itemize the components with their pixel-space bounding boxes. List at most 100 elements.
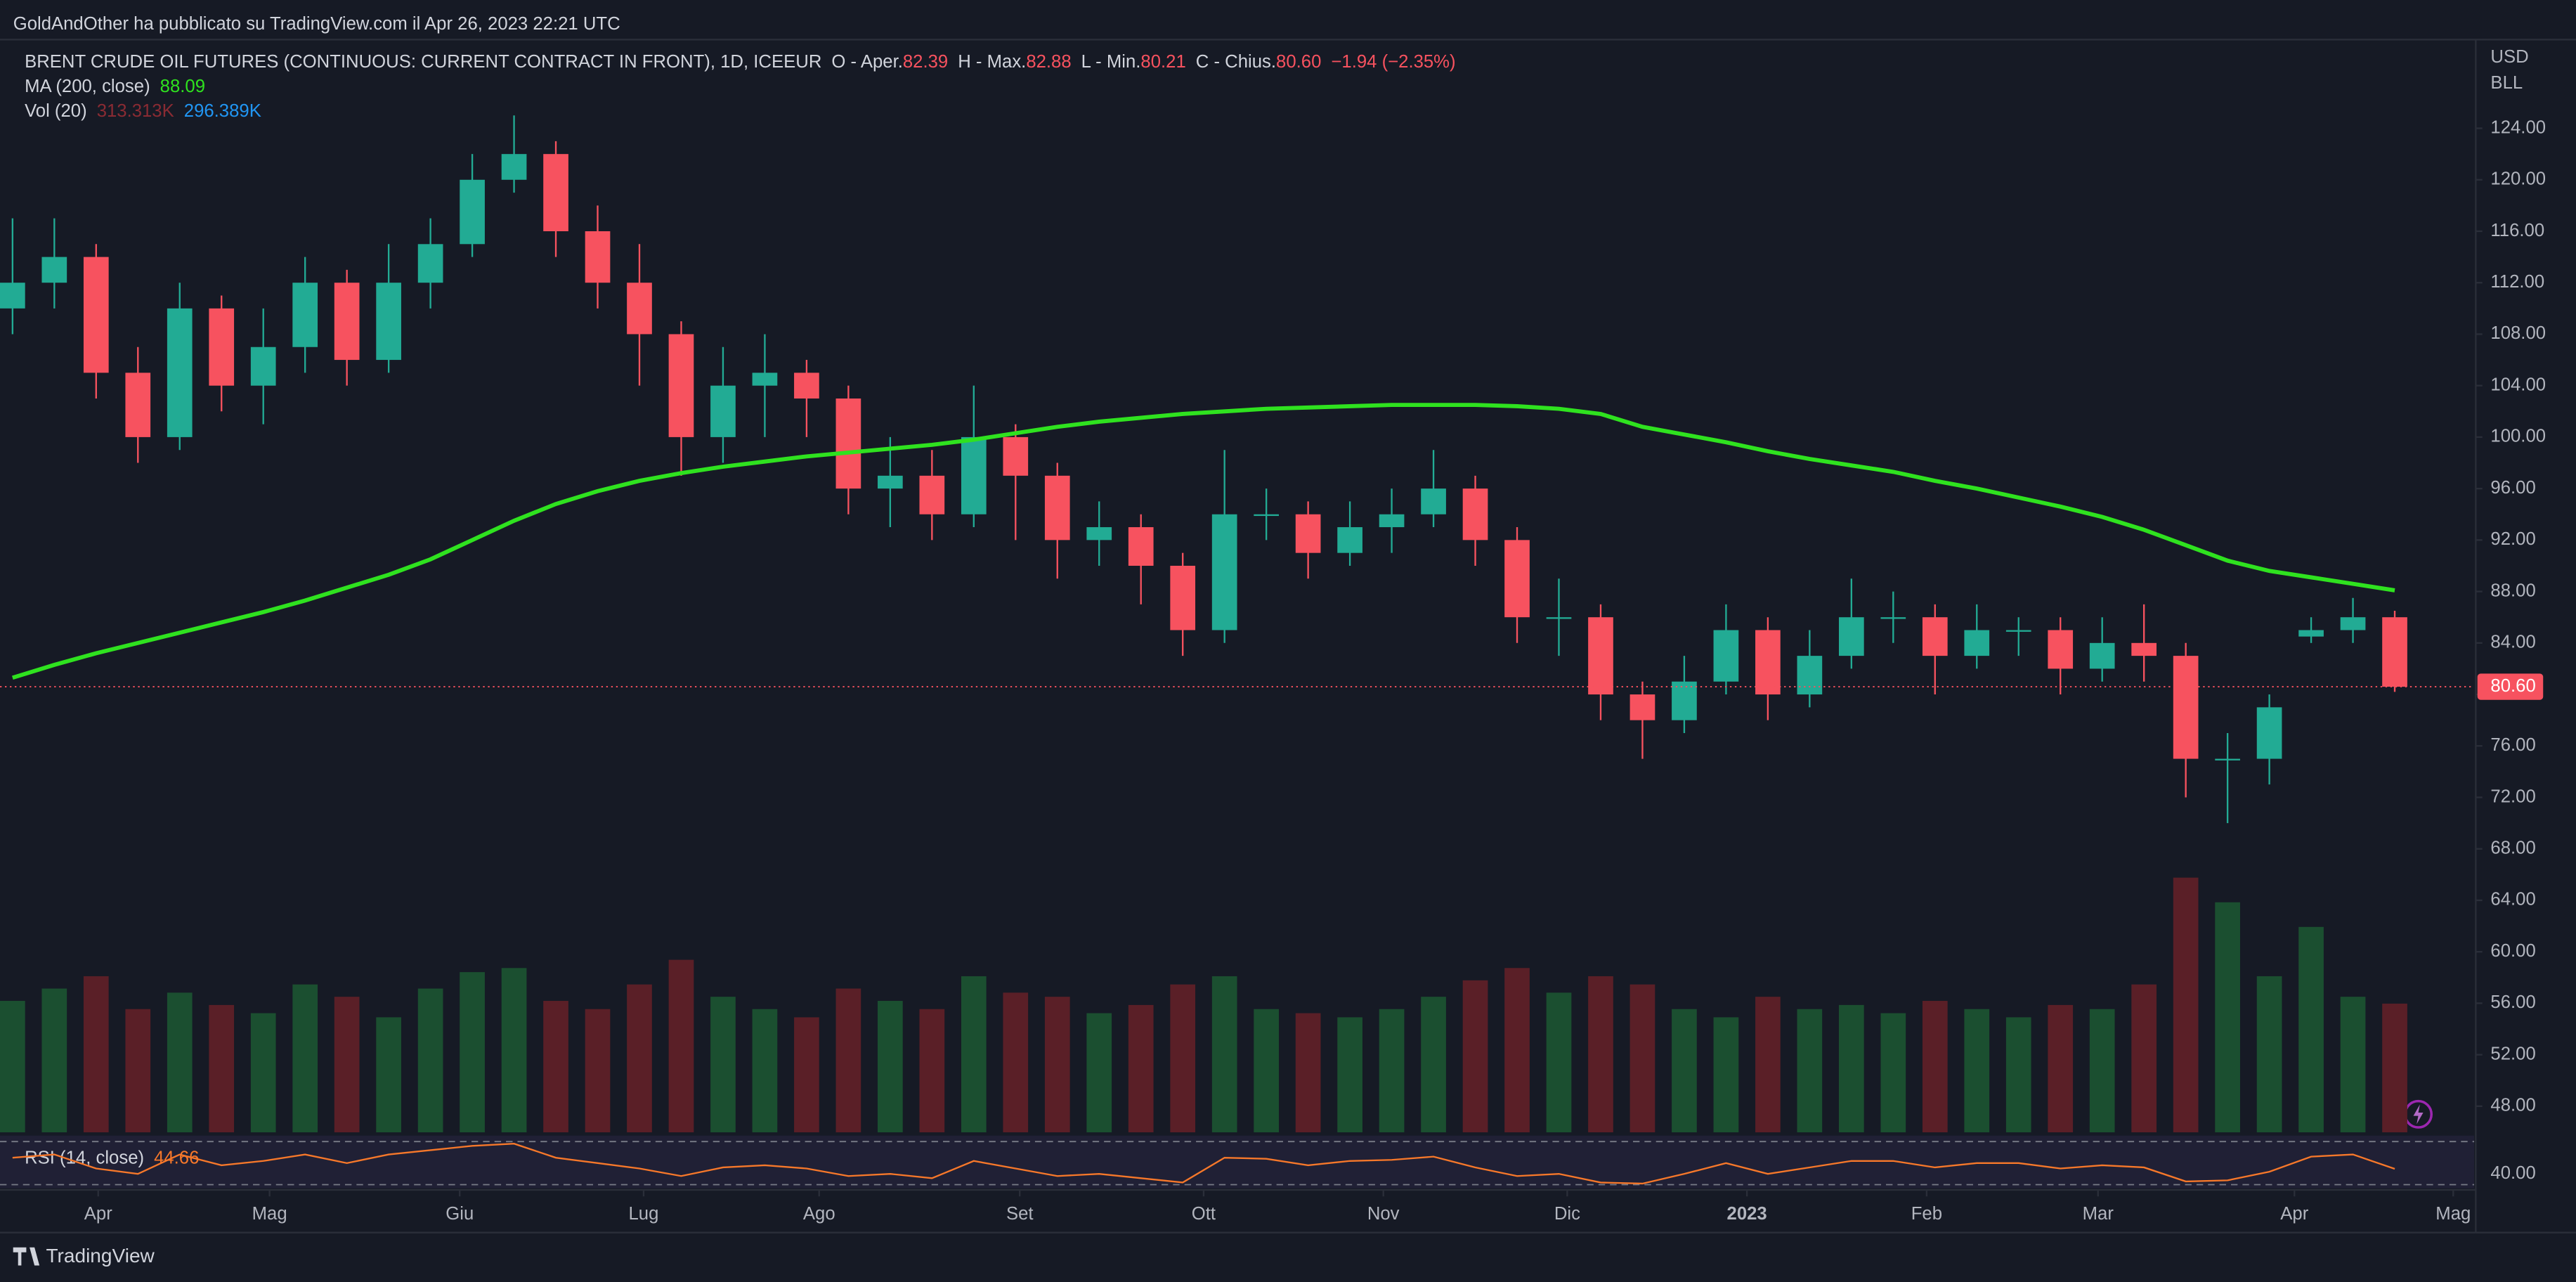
candle-body [752, 373, 778, 386]
candle-body [1838, 617, 1864, 656]
ma-name: MA (200, close) [25, 77, 150, 96]
x-tick-label: Mag [2435, 1204, 2471, 1224]
brand-name: TradingView [46, 1245, 155, 1267]
x-tick-label: Mag [252, 1204, 287, 1224]
vol-ma-value: 296.389K [184, 101, 261, 121]
volume-bar [1964, 1009, 1990, 1133]
y-tick-label: 108.00 [2490, 323, 2546, 343]
l-value: 80.21 [1140, 52, 1185, 72]
y-tick-label: 72.00 [2490, 786, 2535, 806]
y-tick-label: 84.00 [2490, 633, 2535, 652]
volume-bar [961, 976, 987, 1133]
volume-bar [1504, 968, 1530, 1133]
candle-body [878, 475, 903, 489]
volume-bar [2131, 984, 2157, 1133]
volume-bar [167, 992, 193, 1133]
volume-bar [376, 1017, 401, 1133]
ma-legend: MA (200, close) 88.09 [25, 77, 205, 96]
candle-body [2340, 617, 2366, 630]
candle-body [1588, 617, 1613, 695]
volume-bar [501, 968, 527, 1133]
volume-bar [1588, 976, 1613, 1133]
ma-value: 88.09 [160, 77, 205, 96]
candle-body [1044, 475, 1070, 540]
candle-body [2298, 630, 2324, 637]
candle-body [1003, 436, 1029, 476]
y-tick-label: 56.00 [2490, 992, 2535, 1012]
candle-body [2089, 642, 2115, 669]
volume-bar [1170, 984, 1196, 1133]
candle-body [1086, 527, 1112, 540]
candle-body [710, 385, 736, 437]
candle-body [2048, 630, 2074, 669]
candle-body [668, 334, 694, 437]
ma-line [11, 403, 2395, 680]
volume-bar [627, 984, 652, 1133]
volume-bar [0, 1001, 25, 1133]
volume-bar [1337, 1017, 1362, 1133]
volume-bar [2382, 1003, 2407, 1133]
volume-bar [2256, 976, 2282, 1133]
candle-body [167, 308, 193, 437]
rsi-line [12, 1143, 2395, 1185]
c-label: C - Chius. [1196, 52, 1276, 72]
volume-bar [41, 988, 67, 1133]
x-tick-label: Dic [1554, 1204, 1580, 1224]
volume-bar [417, 988, 443, 1133]
candle-body [1170, 565, 1196, 630]
volume-bar [1295, 1013, 1321, 1133]
c-value: 80.60 [1276, 52, 1321, 72]
candle-body [1379, 514, 1405, 528]
volume-bar [334, 997, 360, 1133]
volume-bar [2005, 1017, 2031, 1133]
candle-body [2005, 630, 2031, 632]
volume-bar [460, 972, 485, 1133]
candle-body [1546, 617, 1572, 619]
volume-bar [292, 984, 318, 1133]
y-tick-label: 96.00 [2490, 478, 2535, 498]
x-tick-label: Ago [803, 1204, 835, 1224]
candle-body [835, 398, 861, 489]
volume-bar [1922, 1001, 1948, 1133]
volume-bar [1211, 976, 1237, 1133]
y-tick-label: 76.00 [2490, 735, 2535, 755]
volume-bar [585, 1009, 611, 1133]
volume-bar [1755, 997, 1781, 1133]
volume-bar [1713, 1017, 1739, 1133]
volume-bar [1254, 1009, 1279, 1133]
volume-bar [1838, 1004, 1864, 1133]
symbol-legend: BRENT CRUDE OIL FUTURES (CONTINUOUS: CUR… [25, 52, 1456, 72]
rsi-pane [0, 1135, 2475, 1189]
volume-bar [2173, 877, 2199, 1133]
volume-bar [209, 1004, 235, 1133]
volume-bar [1379, 1009, 1405, 1133]
x-tick-label: Apr [2280, 1204, 2308, 1224]
candle-body [1128, 527, 1154, 566]
logo [13, 1247, 40, 1266]
volume-bar [835, 988, 861, 1133]
currency: USD [2490, 47, 2528, 67]
x-tick-label: Feb [1911, 1204, 1942, 1224]
candle-body [1421, 488, 1446, 514]
published-note: GoldAndOther ha pubblicato su TradingVie… [13, 14, 620, 34]
y-tick-label: 52.00 [2490, 1044, 2535, 1063]
x-tick-label: Lug [629, 1204, 659, 1224]
rsi-legend: RSI (14, close) 44.66 [25, 1148, 199, 1167]
l-label: L - Min. [1081, 52, 1141, 72]
volume-bar [1128, 1004, 1154, 1133]
y-tick-label: 100.00 [2490, 427, 2546, 446]
volume-bar [2048, 1004, 2074, 1133]
candle-body [376, 283, 401, 361]
candle-body [2256, 707, 2282, 759]
volume-bar [1044, 997, 1070, 1133]
candle-body [0, 283, 25, 309]
volume-bar [125, 1009, 151, 1133]
candle-body [209, 308, 235, 386]
volume-bar [668, 959, 694, 1133]
y-tick-label: 112.00 [2490, 272, 2544, 292]
change: −1.94 (−2.35%) [1331, 52, 1455, 72]
candle-body [292, 283, 318, 347]
volume-bar [919, 1009, 945, 1133]
candle-body [83, 257, 109, 373]
